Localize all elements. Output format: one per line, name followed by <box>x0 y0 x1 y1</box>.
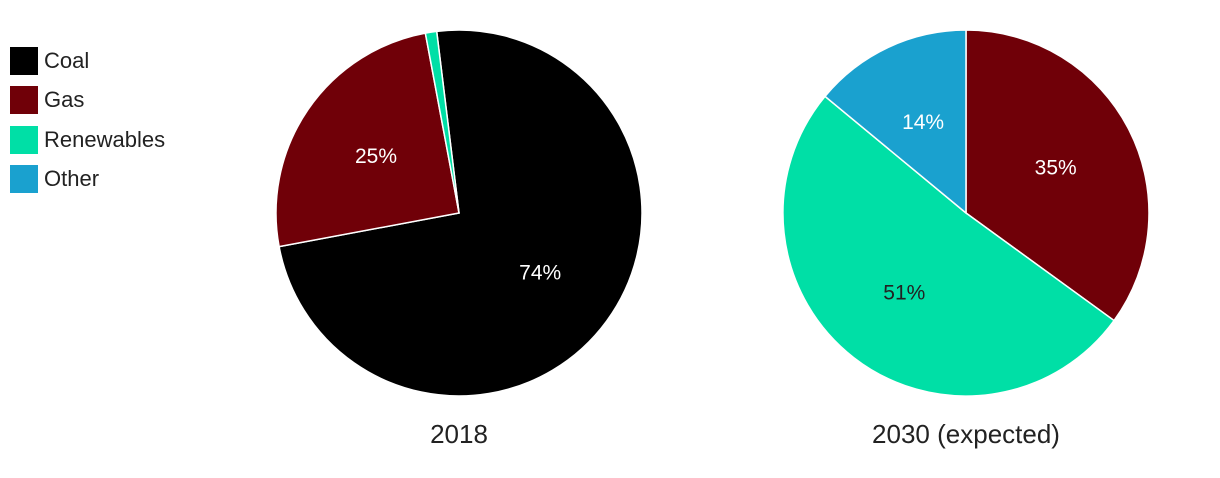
pie-slice-renewables <box>424 30 460 214</box>
pie-title-2030: 2030 (expected) <box>872 419 1060 449</box>
pie-slice-renewables <box>782 95 1116 397</box>
pie-slice-gas <box>965 29 1150 322</box>
legend-label-gas: Gas <box>44 87 85 113</box>
legend-swatch-other <box>10 165 38 194</box>
legend-item-other: Other <box>10 160 165 200</box>
pie-slice-coal <box>278 29 643 397</box>
pie-label-other: 14% <box>902 111 944 134</box>
legend-label-renewables: Renewables <box>44 126 166 152</box>
legend-item-coal: Coal <box>10 41 165 81</box>
pie-chart-2018: 74% 25% <box>275 29 643 397</box>
legend: Coal Gas Renewables Other <box>10 41 165 199</box>
pie-slice-other <box>823 29 967 215</box>
pie-label-coal: 74% <box>519 261 561 284</box>
legend-item-renewables: Renewables <box>10 120 165 160</box>
pie-label-renewables: 51% <box>883 282 925 305</box>
pie-slice-gas <box>275 32 460 248</box>
legend-item-gas: Gas <box>10 81 165 121</box>
legend-swatch-gas <box>10 86 38 115</box>
pie-label-gas: 35% <box>1035 156 1077 179</box>
legend-swatch-renewables <box>10 125 38 154</box>
legend-label-coal: Coal <box>44 47 90 73</box>
pie-title-2018: 2018 <box>430 419 488 449</box>
pie-label-gas: 25% <box>355 145 397 168</box>
legend-swatch-coal <box>10 46 38 75</box>
legend-label-other: Other <box>44 166 100 192</box>
pie-chart-2030: 35% 51% 14% <box>782 29 1150 397</box>
